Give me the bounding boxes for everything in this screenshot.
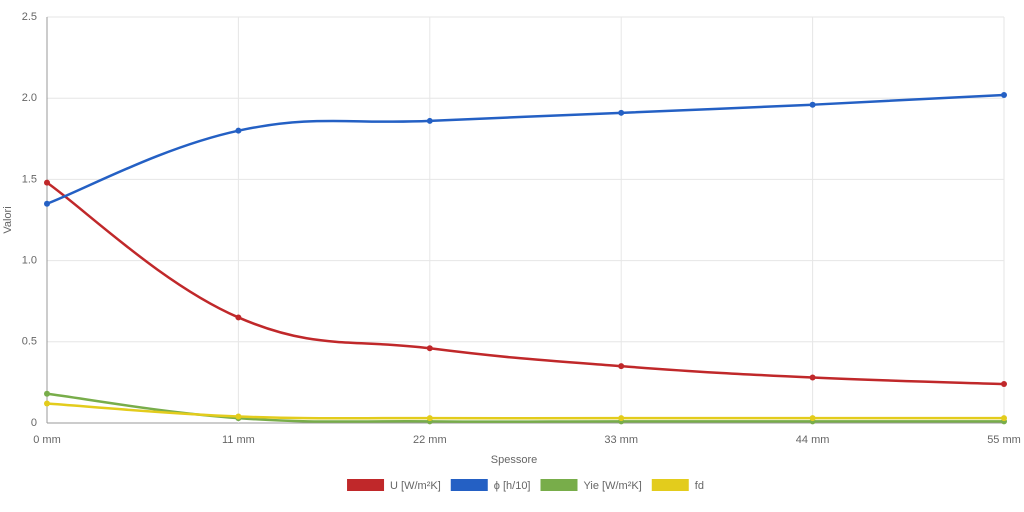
data-point — [426, 345, 433, 352]
data-point — [1001, 415, 1007, 422]
y-tick-label: 1.5 — [22, 173, 37, 185]
data-point — [44, 179, 50, 186]
x-tick-label: 44 mm — [796, 434, 830, 446]
legend-swatch — [651, 479, 689, 491]
legend-swatch — [347, 479, 385, 491]
data-point — [618, 363, 625, 370]
data-point — [618, 109, 625, 116]
data-point — [235, 127, 242, 134]
data-point — [426, 117, 433, 124]
x-axis-title: Spessore — [491, 454, 537, 466]
legend-swatch — [450, 479, 488, 491]
data-point — [426, 415, 433, 422]
data-point — [809, 374, 816, 381]
data-point — [235, 314, 242, 321]
legend-swatch — [540, 479, 578, 491]
data-point — [235, 413, 242, 420]
legend-label: Yie [W/m²K] — [584, 480, 642, 492]
data-point — [809, 415, 816, 422]
x-tick-label: 33 mm — [604, 434, 638, 446]
data-point — [44, 200, 50, 207]
x-tick-label: 22 mm — [413, 434, 447, 446]
data-point — [1001, 381, 1007, 388]
legend-label: ϕ [h/10] — [494, 480, 531, 492]
data-point — [1001, 91, 1007, 98]
y-tick-label: 2.5 — [22, 11, 37, 23]
y-axis-title: Valori — [2, 206, 14, 233]
data-point — [44, 390, 50, 397]
y-tick-label: 1.0 — [22, 255, 37, 267]
series-line — [46, 181, 1005, 386]
x-tick-label: 55 mm — [987, 434, 1021, 446]
y-tick-label: 2.0 — [22, 92, 37, 104]
legend-label: U [W/m²K] — [390, 480, 441, 492]
data-point — [618, 415, 625, 422]
data-point — [809, 101, 816, 108]
x-tick-label: 0 mm — [33, 434, 61, 446]
x-tick-label: 11 mm — [222, 434, 255, 446]
data-point — [44, 400, 50, 407]
series-line — [46, 93, 1005, 205]
legend-label: fd — [695, 480, 704, 492]
y-tick-label: 0.5 — [22, 336, 37, 348]
y-tick-label: 0 — [31, 417, 37, 429]
series-line — [46, 402, 1004, 420]
